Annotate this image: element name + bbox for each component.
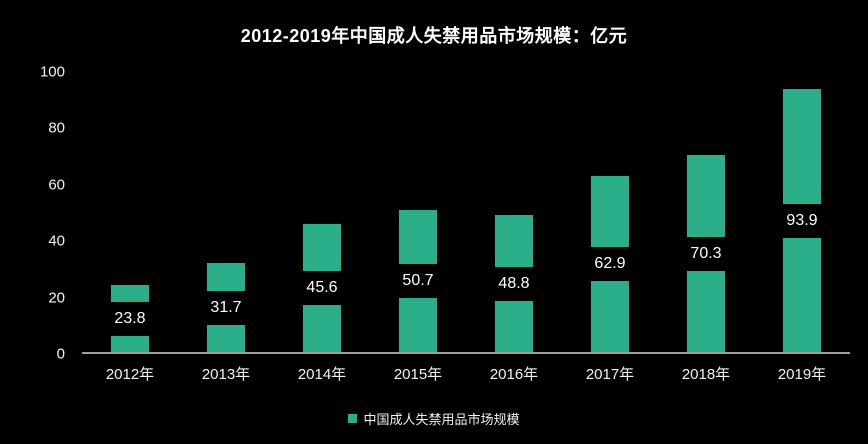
bar-value-band: 62.9 — [591, 246, 629, 281]
x-axis-label: 2015年 — [393, 366, 443, 383]
x-axis-labels: 2012年 2013年 2014年 2015年 2016年 2017年 2018年 2019年 — [82, 363, 850, 384]
bar-value-label: 45.6 — [306, 279, 338, 297]
x-axis-label: 2019年 — [777, 366, 827, 383]
y-tick-label: 40 — [48, 232, 65, 250]
bar-value-label: 31.7 — [210, 298, 242, 316]
legend-label: 中国成人失禁用品市场规模 — [363, 412, 520, 427]
legend: 中国成人失禁用品市场规模 — [0, 409, 868, 428]
bar-value-label: 93.9 — [786, 211, 818, 229]
y-tick-label: 100 — [39, 63, 65, 81]
y-tick-label: 80 — [48, 119, 65, 137]
x-axis-label: 2013年 — [201, 366, 251, 383]
x-axis-label: 2012年 — [105, 366, 155, 383]
bar-2017年: 62.9 — [591, 175, 629, 352]
bar-2018年: 70.3 — [687, 155, 725, 352]
plot-area: 23.8 31.7 45.6 50.7 48.8 62.9 70.3 93.9 — [82, 72, 850, 354]
bar-value-label: 48.8 — [498, 274, 530, 292]
x-axis-label: 2016年 — [489, 366, 539, 383]
bar-value-band: 23.8 — [111, 301, 149, 336]
bar-value-band: 45.6 — [303, 271, 341, 306]
x-axis-label: 2017年 — [585, 366, 635, 383]
bar-value-label: 62.9 — [594, 254, 626, 272]
bar-2014年: 45.6 — [303, 224, 341, 352]
bar-column: 93.9 — [754, 72, 850, 352]
y-tick-label: 0 — [56, 345, 65, 363]
y-axis: 0 20 40 60 80 100 — [0, 64, 65, 363]
bar-value-label: 50.7 — [402, 272, 434, 290]
bar-column: 70.3 — [658, 72, 754, 352]
bar-value-band: 93.9 — [783, 203, 821, 238]
x-axis-label: 2018年 — [681, 366, 731, 383]
bar-value-band: 50.7 — [399, 264, 437, 299]
bar-column: 45.6 — [274, 72, 370, 352]
bar-2015年: 50.7 — [399, 210, 437, 352]
x-axis-label: 2014年 — [297, 366, 347, 383]
y-tick-label: 60 — [48, 176, 65, 194]
bar-value-label: 23.8 — [114, 309, 146, 327]
bar-2016年: 48.8 — [495, 215, 533, 352]
legend-swatch-icon — [348, 414, 358, 423]
bar-column: 48.8 — [466, 72, 562, 352]
bar-2013年: 31.7 — [207, 263, 245, 352]
bar-value-band: 31.7 — [207, 290, 245, 325]
bar-value-band: 48.8 — [495, 266, 533, 301]
bar-2019年: 93.9 — [783, 89, 821, 352]
bar-column: 62.9 — [562, 72, 658, 352]
bar-value-label: 70.3 — [690, 244, 722, 262]
y-tick-label: 20 — [48, 289, 65, 307]
bar-column: 23.8 — [82, 72, 178, 352]
bar-2012年: 23.8 — [111, 285, 149, 352]
bar-column: 50.7 — [370, 72, 466, 352]
chart-title: 2012-2019年中国成人失禁用品市场规模：亿元 — [240, 26, 628, 46]
bar-column: 31.7 — [178, 72, 274, 352]
bar-value-band: 70.3 — [687, 236, 725, 271]
